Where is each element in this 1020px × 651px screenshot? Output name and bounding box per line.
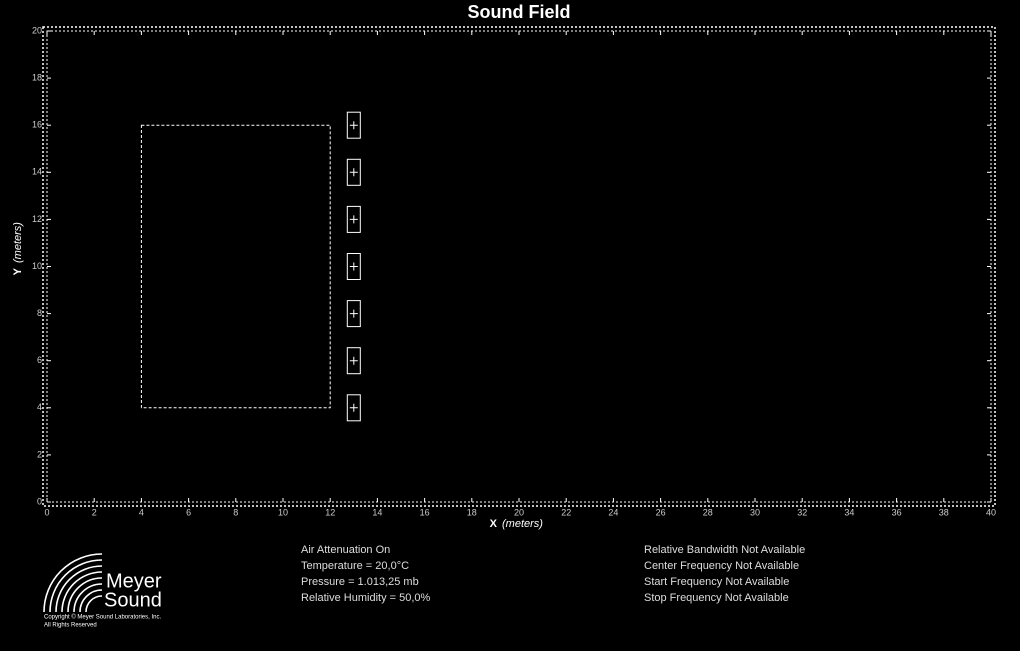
- speaker-cross: [349, 356, 358, 365]
- speaker-cross: [349, 262, 358, 271]
- copyright: All Rights Reserved: [44, 623, 97, 629]
- speaker: [346, 111, 361, 139]
- x-axis-label: X: [490, 518, 498, 530]
- x-tick-label: 14: [372, 507, 382, 517]
- environment-info: Relative Humidity = 50,0%: [301, 592, 431, 604]
- speaker-cross: [349, 215, 358, 224]
- speaker: [346, 300, 361, 328]
- y-tick-label: 14: [32, 167, 42, 177]
- logo-text: Sound: [104, 589, 162, 611]
- environment-info: Air Attenuation On: [301, 544, 390, 556]
- frequency-info: Center Frequency Not Available: [644, 560, 799, 572]
- x-tick-label: 40: [986, 507, 996, 517]
- logo-text: Meyer: [106, 570, 162, 592]
- x-tick-label: 38: [939, 507, 949, 517]
- x-tick-label: 24: [608, 507, 618, 517]
- y-tick-label: 2: [37, 449, 42, 459]
- x-tick-label: 28: [703, 507, 713, 517]
- x-tick-label: 4: [139, 507, 144, 517]
- x-tick-label: 12: [325, 507, 335, 517]
- x-axis-unit: (meters): [502, 518, 543, 530]
- x-tick-label: 6: [186, 507, 191, 517]
- logo-arc: [55, 565, 103, 613]
- copyright: Copyright © Meyer Sound Laboratories, In…: [44, 614, 161, 621]
- logo: [43, 553, 103, 613]
- frequency-info: Relative Bandwidth Not Available: [644, 544, 805, 556]
- x-tick-label: 36: [892, 507, 902, 517]
- y-tick-label: 10: [32, 261, 42, 271]
- x-tick-label: 10: [278, 507, 288, 517]
- x-tick-label: 34: [844, 507, 854, 517]
- logo-arc: [43, 553, 103, 613]
- speaker: [346, 394, 361, 422]
- logo-arc: [61, 571, 103, 613]
- y-tick-label: 6: [37, 355, 42, 365]
- y-tick-label: 16: [32, 120, 42, 130]
- room: [140, 124, 331, 409]
- frequency-info: Stop Frequency Not Available: [644, 592, 789, 604]
- speaker: [346, 347, 361, 375]
- y-axis-label: Y: [12, 267, 24, 275]
- x-tick-label: 2: [92, 507, 97, 517]
- speaker-cross: [349, 403, 358, 412]
- y-tick-label: 4: [37, 402, 42, 412]
- x-tick-label: 18: [467, 507, 477, 517]
- logo-arc: [49, 559, 103, 613]
- x-tick-label: 30: [750, 507, 760, 517]
- speaker-cross: [349, 168, 358, 177]
- x-tick-label: 26: [656, 507, 666, 517]
- frequency-info: Start Frequency Not Available: [644, 576, 789, 588]
- x-tick-label: 8: [233, 507, 238, 517]
- logo-arc: [85, 595, 103, 613]
- y-tick-label: 8: [37, 308, 42, 318]
- y-tick-label: 12: [32, 214, 42, 224]
- logo-arc: [67, 577, 103, 613]
- logo-arc: [79, 589, 103, 613]
- speaker: [346, 205, 361, 233]
- y-tick-label: 18: [32, 72, 42, 82]
- speaker: [346, 158, 361, 186]
- x-tick-label: 22: [561, 507, 571, 517]
- speaker-cross: [349, 121, 358, 130]
- y-tick-label: 0: [37, 496, 42, 506]
- y-axis-unit: (meters): [12, 222, 24, 263]
- logo-arc: [73, 583, 103, 613]
- environment-info: Pressure = 1.013,25 mb: [301, 576, 419, 588]
- environment-info: Temperature = 20,0°C: [301, 560, 409, 572]
- plot-title: Sound Field: [468, 2, 571, 22]
- x-tick-label: 32: [797, 507, 807, 517]
- x-tick-label: 0: [44, 507, 49, 517]
- speaker: [346, 253, 361, 280]
- y-axis-label-group: Y (meters): [12, 222, 24, 276]
- plot-frame: [42, 26, 996, 507]
- x-tick-label: 16: [420, 507, 430, 517]
- speaker-cross: [349, 309, 358, 318]
- y-tick-label: 20: [32, 25, 42, 35]
- x-tick-label: 20: [514, 507, 524, 517]
